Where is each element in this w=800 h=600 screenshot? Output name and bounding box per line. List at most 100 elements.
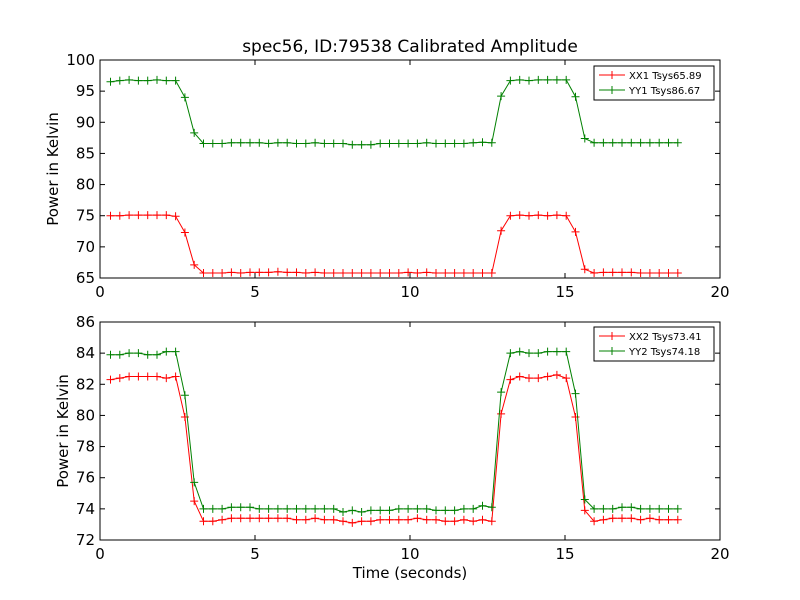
data-point [190, 260, 199, 269]
data-point [385, 506, 394, 515]
data-point [571, 389, 580, 398]
legend-marker [608, 332, 616, 340]
y-tick-label: 80 [76, 176, 95, 194]
data-point [311, 504, 320, 513]
data-point [664, 504, 673, 513]
data-point [394, 504, 403, 513]
data-point [580, 134, 589, 143]
data-point [283, 268, 292, 277]
series-line-1 [110, 214, 678, 274]
data-point [571, 227, 580, 236]
data-point [580, 265, 589, 274]
data-point [497, 409, 506, 418]
x-tick-label: 20 [710, 545, 729, 563]
data-point [552, 75, 561, 84]
data-point [143, 372, 152, 381]
data-point [450, 506, 459, 515]
data-point [673, 269, 682, 277]
data-point [422, 268, 431, 277]
data-point [478, 138, 487, 147]
data-point [404, 515, 413, 524]
data-point [673, 504, 682, 513]
data-point [218, 504, 227, 513]
data-point [153, 75, 161, 84]
data-point [571, 413, 580, 421]
data-point [469, 269, 478, 277]
data-point [506, 211, 515, 220]
data-point [134, 372, 143, 381]
data-point [478, 515, 487, 524]
data-point [552, 347, 561, 356]
data-point [487, 503, 496, 512]
chart-title: spec56, ID:79538 Calibrated Amplitude [242, 37, 578, 57]
data-point [357, 140, 366, 149]
data-point [618, 514, 626, 523]
data-point [255, 268, 264, 277]
data-point [645, 269, 654, 277]
data-point [208, 504, 217, 513]
upper-plot: Power in Kelvin 0 5 10 15 20 65 70 75 80 85 90 95 10… [44, 51, 730, 301]
data-point [450, 269, 459, 277]
data-point [106, 211, 115, 220]
data-point [292, 515, 301, 524]
data-point [515, 347, 524, 356]
data-point [227, 503, 236, 512]
data-point [171, 372, 180, 381]
y-tick-label: 75 [76, 207, 95, 225]
data-point [376, 269, 385, 277]
data-point [497, 226, 506, 235]
data-point [432, 506, 440, 515]
data-point [143, 211, 152, 220]
data-point [645, 504, 654, 513]
data-point [273, 504, 282, 513]
data-point [655, 504, 664, 513]
data-point [115, 211, 124, 220]
data-point [525, 76, 533, 85]
x-tick-label: 10 [400, 283, 419, 301]
y-tick-label: 95 [76, 82, 95, 100]
data-point [134, 76, 143, 85]
data-point [357, 517, 366, 526]
data-point [459, 515, 468, 524]
data-point [180, 391, 189, 400]
data-point [562, 374, 571, 383]
data-point [246, 503, 254, 512]
series-line-2 [110, 79, 678, 146]
y-tick-label: 76 [76, 469, 95, 487]
y-tick-label: 72 [76, 531, 95, 549]
data-point [543, 75, 552, 84]
data-point [236, 514, 245, 523]
data-point [255, 514, 264, 523]
data-point [413, 269, 422, 277]
data-point [171, 212, 180, 221]
data-point [329, 504, 338, 513]
data-point [153, 350, 161, 359]
data-point [162, 374, 171, 383]
data-point [441, 139, 450, 148]
data-point [320, 504, 329, 513]
data-point [106, 350, 115, 359]
data-point [543, 347, 552, 356]
data-point [273, 138, 282, 147]
data-point [292, 504, 301, 513]
data-point [115, 374, 124, 383]
data-point [645, 514, 654, 523]
data-point [599, 515, 608, 524]
data-point [497, 92, 506, 101]
data-point [506, 76, 515, 85]
data-point [571, 92, 580, 101]
x-tick-label: 15 [555, 545, 574, 563]
data-point [673, 515, 682, 524]
legend-marker [608, 71, 616, 79]
data-point [125, 75, 134, 84]
data-point [236, 503, 245, 512]
data-point [618, 268, 626, 277]
data-point [273, 514, 282, 523]
data-point [218, 269, 227, 277]
data-point [627, 503, 636, 512]
data-point [487, 269, 496, 277]
data-point [432, 139, 440, 148]
data-point [534, 374, 543, 383]
data-point [543, 211, 552, 220]
data-point [264, 268, 273, 277]
